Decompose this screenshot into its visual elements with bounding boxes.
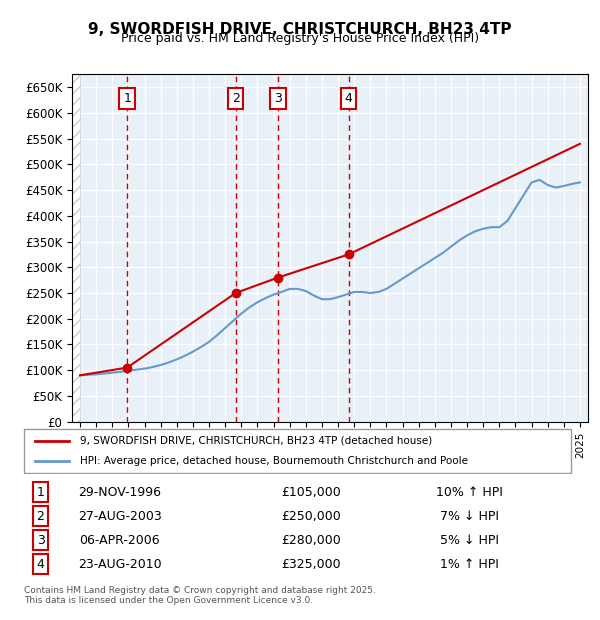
Text: 4: 4 (344, 92, 352, 105)
Text: 2: 2 (37, 510, 44, 523)
Text: 10% ↑ HPI: 10% ↑ HPI (436, 485, 503, 498)
Text: 1: 1 (37, 485, 44, 498)
Text: 2: 2 (232, 92, 239, 105)
Text: 9, SWORDFISH DRIVE, CHRISTCHURCH, BH23 4TP (detached house): 9, SWORDFISH DRIVE, CHRISTCHURCH, BH23 4… (80, 436, 432, 446)
Text: £250,000: £250,000 (281, 510, 341, 523)
Text: 5% ↓ HPI: 5% ↓ HPI (440, 534, 499, 547)
FancyBboxPatch shape (23, 429, 571, 474)
Text: HPI: Average price, detached house, Bournemouth Christchurch and Poole: HPI: Average price, detached house, Bour… (80, 456, 468, 466)
Text: £280,000: £280,000 (281, 534, 341, 547)
Text: 4: 4 (37, 557, 44, 570)
Text: 9, SWORDFISH DRIVE, CHRISTCHURCH, BH23 4TP: 9, SWORDFISH DRIVE, CHRISTCHURCH, BH23 4… (88, 22, 512, 37)
Text: 3: 3 (274, 92, 282, 105)
Text: 7% ↓ HPI: 7% ↓ HPI (440, 510, 499, 523)
Text: 23-AUG-2010: 23-AUG-2010 (78, 557, 161, 570)
Text: Contains HM Land Registry data © Crown copyright and database right 2025.
This d: Contains HM Land Registry data © Crown c… (24, 586, 376, 605)
Text: 27-AUG-2003: 27-AUG-2003 (77, 510, 161, 523)
Text: Price paid vs. HM Land Registry's House Price Index (HPI): Price paid vs. HM Land Registry's House … (121, 32, 479, 45)
Text: 3: 3 (37, 534, 44, 547)
Text: 29-NOV-1996: 29-NOV-1996 (78, 485, 161, 498)
Text: 1: 1 (123, 92, 131, 105)
Text: 1% ↑ HPI: 1% ↑ HPI (440, 557, 499, 570)
Text: £325,000: £325,000 (281, 557, 341, 570)
Text: 06-APR-2006: 06-APR-2006 (79, 534, 160, 547)
Text: £105,000: £105,000 (281, 485, 341, 498)
